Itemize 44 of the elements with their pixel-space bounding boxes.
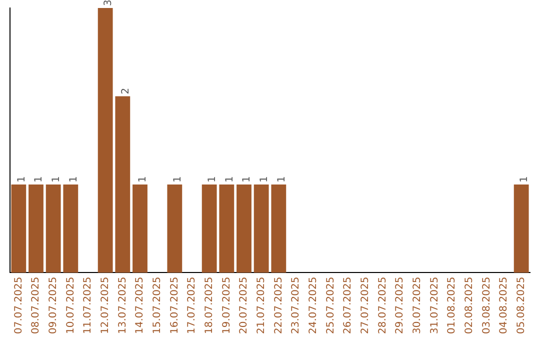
- x-tick-label: 20.07.2025: [238, 276, 250, 334]
- x-tick-label: 16.07.2025: [169, 276, 180, 334]
- x-tick-label: 07.07.2025: [13, 276, 24, 334]
- x-tick-label: 28.07.2025: [377, 276, 388, 334]
- x-tick-label: 17.07.2025: [186, 276, 198, 334]
- data-label: 1: [276, 176, 288, 182]
- x-tick-label: 31.07.2025: [429, 276, 440, 334]
- x-tick-label: 09.07.2025: [48, 276, 59, 334]
- data-label: 1: [16, 176, 28, 182]
- data-label: 1: [258, 176, 270, 182]
- x-tick-label: 04.08.2025: [498, 276, 510, 334]
- x-tick-label: 03.08.2025: [481, 276, 492, 334]
- x-tick-label: 02.08.2025: [464, 276, 475, 334]
- x-tick-label: 08.07.2025: [30, 276, 42, 334]
- x-tick-label: 14.07.2025: [134, 276, 146, 334]
- x-tick-label: 05.08.2025: [516, 276, 527, 334]
- x-tick-label: 10.07.2025: [65, 276, 76, 334]
- x-tick-label: 23.07.2025: [290, 276, 302, 334]
- data-label: 1: [242, 176, 253, 182]
- x-tick-label: 25.07.2025: [325, 276, 336, 334]
- x-tick-label: 12.07.2025: [100, 276, 111, 334]
- data-label: 1: [172, 176, 184, 182]
- x-tick-label: 29.07.2025: [394, 276, 406, 334]
- x-tick-label: 21.07.2025: [256, 276, 267, 334]
- x-tick-label: 22.07.2025: [273, 276, 284, 334]
- x-tick-label: 11.07.2025: [82, 276, 94, 334]
- x-tick-label: 13.07.2025: [117, 276, 128, 334]
- data-label: 1: [34, 176, 45, 182]
- x-tick-label: 27.07.2025: [360, 276, 371, 334]
- x-tick-label: 01.08.2025: [446, 276, 458, 334]
- data-label: 3: [102, 0, 114, 6]
- data-label: 1: [224, 176, 236, 182]
- data-label: 1: [68, 176, 80, 182]
- data-label: 1: [206, 176, 218, 182]
- x-tick-label: 30.07.2025: [412, 276, 423, 334]
- x-tick-label: 24.07.2025: [308, 276, 319, 334]
- x-tick-label: 26.07.2025: [342, 276, 354, 334]
- x-tick-label: 19.07.2025: [221, 276, 232, 334]
- x-tick-label: 15.07.2025: [152, 276, 163, 334]
- data-label: 1: [50, 176, 62, 182]
- data-label: 1: [138, 176, 149, 182]
- x-tick-label: 18.07.2025: [204, 276, 215, 334]
- data-label: 2: [120, 88, 132, 94]
- data-label: 1: [518, 176, 530, 182]
